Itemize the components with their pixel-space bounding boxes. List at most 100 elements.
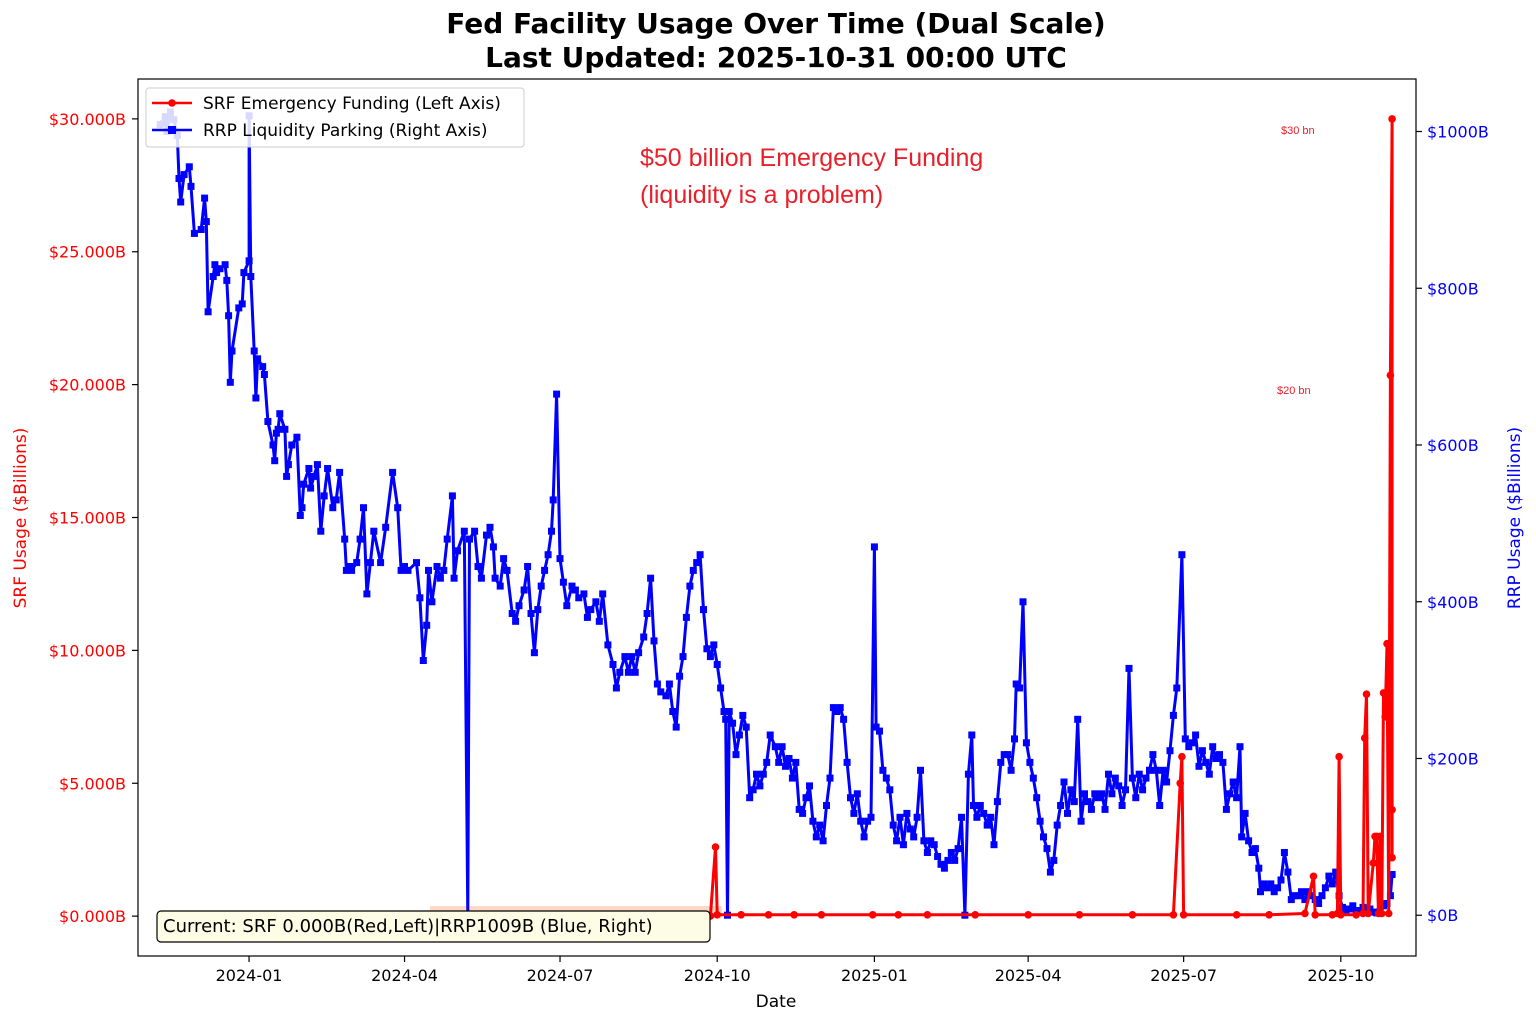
rrp-point [713, 661, 721, 668]
rrp-point [471, 527, 479, 535]
rrp-point [968, 731, 976, 739]
rrp-point [657, 688, 665, 696]
rrp-point [1098, 790, 1106, 798]
rrp-point [1057, 802, 1065, 809]
rrp-point [389, 468, 397, 476]
label-30bn: $30 bn [1281, 125, 1315, 137]
rrp-point [1077, 817, 1085, 825]
axes-ticks: 2024-01 2024-04 2024-07 2024-10 2025-01 2025-… [49, 110, 1489, 985]
rrp-point [872, 723, 880, 731]
rrp-point [245, 257, 253, 265]
rrp-point [1209, 743, 1217, 751]
rrp-point [1233, 794, 1241, 802]
rrp-point [211, 261, 219, 269]
rrp-point [1012, 680, 1020, 688]
srf-point [1232, 911, 1241, 919]
rrp-point [527, 610, 535, 617]
rrp-point [568, 582, 576, 590]
rrp-point [643, 610, 651, 617]
rrp-point [397, 566, 405, 574]
rrp-point [1011, 735, 1018, 743]
rrp-point [1033, 794, 1041, 802]
legend[interactable]: SRF Emergency Funding (Left Axis) RRP Li… [145, 87, 525, 148]
rrp-point [792, 758, 800, 766]
rrp-point [404, 566, 412, 574]
rrp-point [753, 770, 760, 778]
left-tick-label: $30.000B [49, 110, 126, 129]
rrp-point [840, 715, 848, 723]
rrp-point [341, 535, 349, 543]
rrp-point [836, 704, 844, 712]
srf-point [1178, 752, 1186, 761]
rrp-point [889, 821, 897, 829]
rrp-point [899, 841, 907, 849]
rrp-point [1146, 766, 1153, 774]
status-box-text: Current: SRF 0.000B(Red,Left)|RRP1009B (… [163, 916, 653, 937]
rrp-point [997, 758, 1005, 766]
x-tick-label: 2025-04 [995, 966, 1062, 985]
rrp-point [225, 312, 233, 320]
srf-point [1265, 911, 1273, 919]
label-20bn: $20 bn [1277, 385, 1311, 397]
rrp-point [483, 531, 490, 539]
rrp-point [1245, 837, 1253, 845]
rrp-point [1270, 888, 1278, 896]
rrp-point [917, 766, 924, 774]
rrp-point [342, 566, 350, 574]
rrp-point [1084, 798, 1092, 806]
rrp-point [346, 563, 354, 570]
rrp-point [1163, 778, 1171, 786]
rrp-point [271, 457, 279, 465]
rrp-point [276, 410, 284, 418]
rrp-point [717, 684, 725, 692]
rrp-point [1132, 794, 1140, 802]
rrp-point [433, 563, 441, 570]
rrp-point [1074, 715, 1082, 723]
rrp-point [416, 594, 424, 602]
rrp-point [336, 468, 344, 476]
rrp-point [676, 672, 684, 680]
rrp-point [454, 547, 461, 555]
rrp-point [647, 574, 655, 582]
rrp-point [300, 480, 308, 488]
rrp-point [491, 574, 499, 582]
rrp-point [1318, 892, 1326, 900]
srf-point [817, 911, 826, 919]
rrp-point [923, 849, 931, 856]
rrp-point [1007, 766, 1015, 774]
rrp-point [583, 613, 591, 621]
rrp-point [272, 429, 280, 437]
rrp-point [621, 653, 629, 661]
rrp-point [1328, 880, 1336, 888]
rrp-point [951, 856, 959, 864]
rrp-point [732, 751, 740, 759]
srf-point [868, 911, 877, 919]
rrp-point [1178, 551, 1186, 559]
rrp-point [1173, 684, 1181, 692]
legend-srf-label: SRF Emergency Funding (Left Axis) [203, 94, 501, 114]
rrp-point [226, 378, 234, 386]
rrp-point [1257, 888, 1264, 896]
rrp-point [370, 527, 378, 535]
rrp-point [1053, 821, 1061, 829]
rrp-point [893, 837, 901, 845]
rrp-point [534, 606, 542, 614]
srf-point [790, 911, 798, 919]
rrp-point [720, 708, 728, 715]
rrp-point [283, 472, 291, 480]
rrp-point [187, 182, 195, 190]
rrp-point [1188, 739, 1196, 747]
srf-point [1379, 689, 1388, 697]
left-axis-label: SRF Usage ($Billions) [11, 428, 31, 609]
rrp-point [903, 809, 911, 817]
legend-frame [145, 87, 525, 148]
rrp-point [1284, 868, 1292, 876]
rrp-point [1016, 684, 1024, 692]
rrp-point [428, 598, 436, 606]
rrp-point [356, 535, 364, 543]
rrp-point [520, 586, 528, 594]
rrp-point [382, 523, 390, 531]
rrp-point [489, 543, 497, 551]
rrp-point [870, 543, 878, 551]
rrp-point [1315, 900, 1323, 907]
